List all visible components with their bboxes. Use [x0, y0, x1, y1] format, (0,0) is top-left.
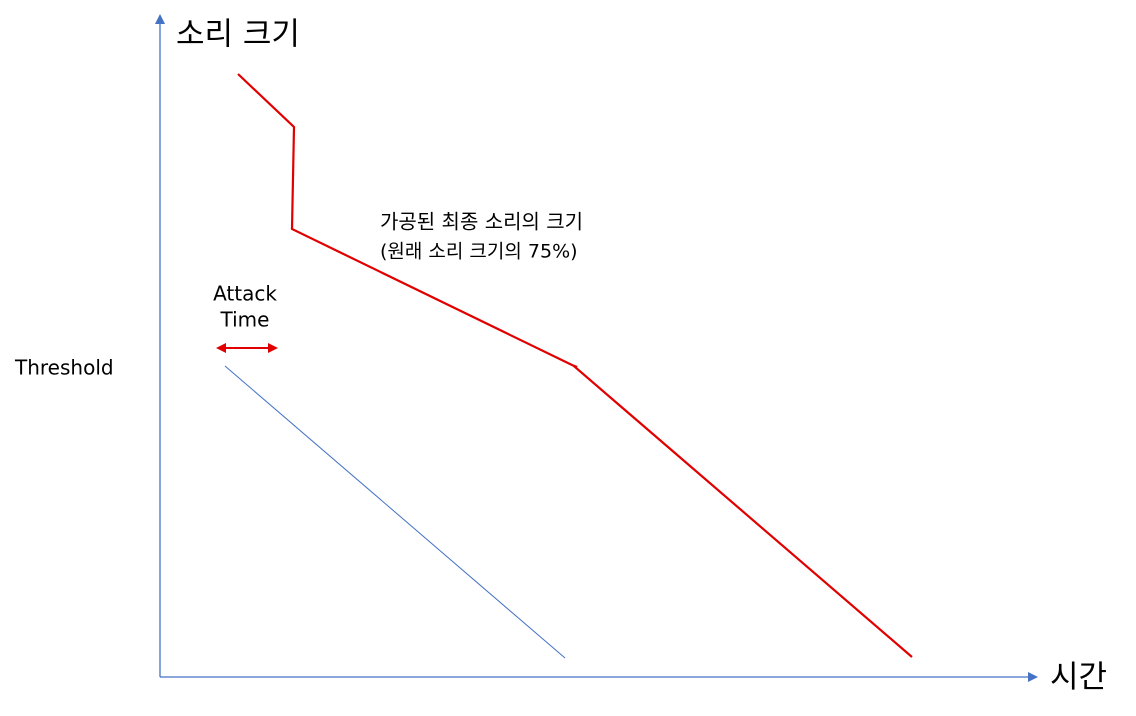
attack-time-label: Attack: [213, 282, 277, 306]
threshold-label: Threshold: [14, 356, 114, 380]
x-axis-label: 시간: [1050, 660, 1107, 696]
output-curve: [237, 73, 913, 658]
annotation-line: (원래 소리 크기의 75%): [380, 241, 578, 263]
attack-time-label: Time: [220, 308, 270, 332]
threshold-line: [224, 365, 566, 659]
y-axis-label: 소리 크기: [176, 17, 300, 53]
annotation-line: 가공된 최종 소리의 크기: [380, 210, 583, 234]
